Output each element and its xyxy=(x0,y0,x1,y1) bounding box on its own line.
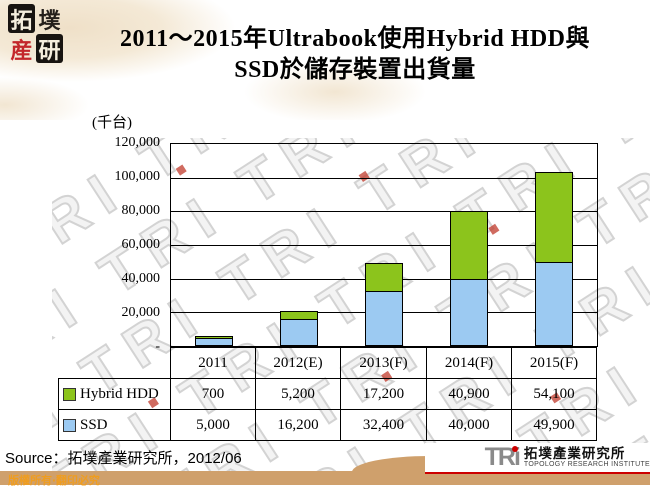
title-line-1: 2011～2015年Ultrabook使用Hybrid HDD與 xyxy=(119,26,591,52)
table-value-cell: 16,200 xyxy=(255,409,341,441)
bar-segment-ssd-2013(F) xyxy=(365,291,403,346)
legend-label: Hybrid HDD xyxy=(80,385,159,402)
table-value-cell: 40,000 xyxy=(426,409,512,441)
bar-segment-hybrid-hdd-2011 xyxy=(195,336,233,339)
table-value-cell: 5,200 xyxy=(255,378,341,410)
y-tick-label: 60,000 xyxy=(121,237,161,252)
gridline xyxy=(171,178,597,179)
title-line-2: SSD於儲存裝置出貨量 xyxy=(234,57,476,83)
legend-swatch-icon xyxy=(63,387,76,401)
tri-logo-en-name: TOPOLOGY RESEARCH INSTITUTE xyxy=(523,460,650,468)
bar-segment-ssd-2012(E) xyxy=(280,319,318,346)
y-tick-label: 100,000 xyxy=(114,169,161,184)
legend-cell-ssd: SSD xyxy=(58,409,171,441)
bar-segment-hybrid-hdd-2012(E) xyxy=(280,311,318,320)
table-category-cell: 2015(F) xyxy=(511,347,597,379)
gridline xyxy=(171,245,597,246)
source-note: Source：拓墣產業研究所，2012/06 xyxy=(5,450,242,467)
y-tick-label: 40,000 xyxy=(121,271,161,286)
table-category-cell: 2012(E) xyxy=(255,347,341,379)
plot-area xyxy=(170,143,598,347)
table-value-cell: 5,000 xyxy=(170,409,256,441)
seal-char-3: 産 xyxy=(10,37,33,63)
y-axis-unit-label: (千台) xyxy=(92,115,132,131)
legend-label: SSD xyxy=(80,416,108,433)
table-value-cell: 700 xyxy=(170,378,256,410)
table-value-cell: 32,400 xyxy=(340,409,427,441)
y-tick-label: 120,000 xyxy=(114,135,161,150)
table-value-cell: 49,900 xyxy=(511,409,597,441)
table-value-cell: 17,200 xyxy=(340,378,427,410)
legend-cell-hybrid-hdd: Hybrid HDD xyxy=(58,378,171,410)
page-title: 2011～2015年Ultrabook使用Hybrid HDD與 SSD於儲存裝… xyxy=(62,24,648,86)
legend-swatch-icon xyxy=(63,418,76,432)
bar-segment-ssd-2015(F) xyxy=(535,262,573,346)
bar-segment-hybrid-hdd-2014(F) xyxy=(450,211,488,280)
bar-segment-ssd-2014(F) xyxy=(450,279,488,346)
seal-char-2: 墣 xyxy=(38,7,61,33)
bar-segment-ssd-2011 xyxy=(195,338,233,346)
y-axis-tick-labels: 120,000 100,000 80,000 60,000 40,000 20,000 - xyxy=(50,135,161,365)
table-category-cell: 2011 xyxy=(170,347,256,379)
table-value-cell: 40,900 xyxy=(426,378,512,410)
seal-char-1: 拓 xyxy=(8,4,35,33)
tri-footer-logo: TRi 拓墣產業研究所 TOPOLOGY RESEARCH INSTITUTE xyxy=(425,443,650,474)
copyright-text: 版權所有‧翻印必究 xyxy=(8,475,100,487)
table-category-cell: 2014(F) xyxy=(426,347,512,379)
data-table: 2011 2012(E) 2013(F) 2014(F) 2015(F) Hybrid H… xyxy=(58,347,600,442)
bar-segment-hybrid-hdd-2015(F) xyxy=(535,172,573,263)
tri-seal-logo: 拓 墣 産 研 xyxy=(8,4,63,63)
tri-logo-caption: 拓墣產業研究所 TOPOLOGY RESEARCH INSTITUTE xyxy=(523,445,650,469)
table-category-cell: 2013(F) xyxy=(340,347,427,379)
copyright-bar: 版權所有‧翻印必究 xyxy=(0,471,650,487)
y-tick-label: 20,000 xyxy=(121,305,161,320)
bar-segment-hybrid-hdd-2013(F) xyxy=(365,263,403,292)
y-tick-label: - xyxy=(155,339,160,354)
tri-logo-wordmark: TRi xyxy=(485,445,521,470)
seal-char-4: 研 xyxy=(36,34,63,63)
table-value-cell: 54,100 xyxy=(511,378,597,410)
tri-logo-cjk-name: 拓墣產業研究所 xyxy=(523,445,626,461)
gridline xyxy=(171,211,597,212)
y-tick-label: 80,000 xyxy=(121,203,161,218)
tri-logo-red-dot-icon xyxy=(511,446,518,452)
